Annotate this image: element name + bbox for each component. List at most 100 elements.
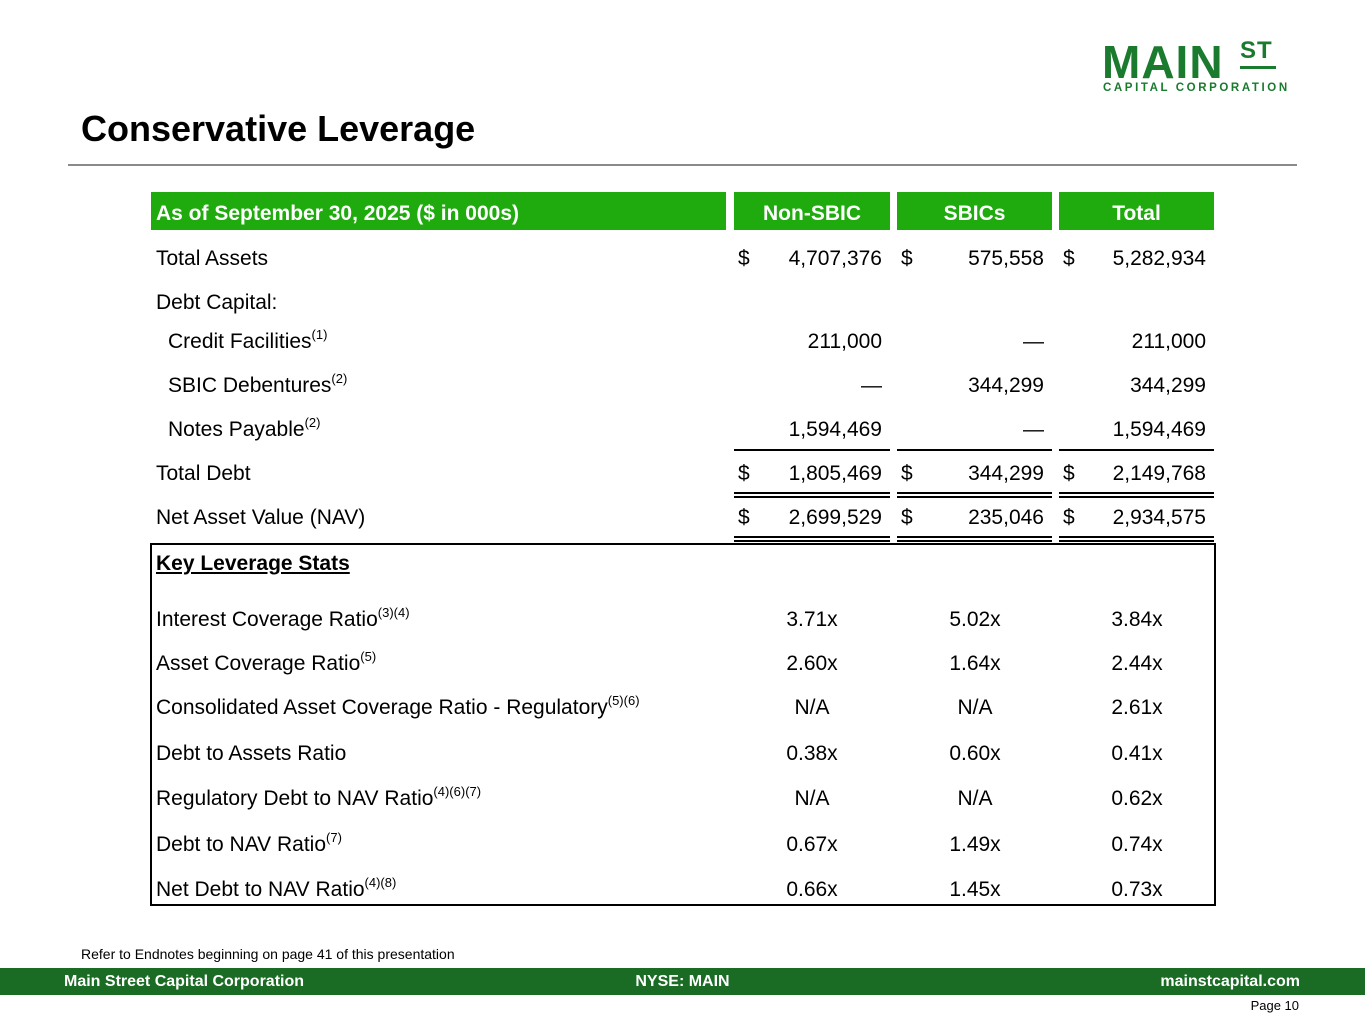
dollar-sign: $: [901, 247, 913, 270]
leverage-stats-title: Key Leverage Stats: [156, 552, 350, 575]
cell-sbics: 1.49x: [949, 833, 1001, 856]
cell-non-sbic: 0.66x: [786, 878, 838, 901]
cell-total: 0.62x: [1111, 787, 1163, 810]
table-header-sbics: SBICs: [897, 192, 1052, 230]
cell-value: 2,149,768: [1112, 462, 1206, 485]
cell-non-sbic: $ 4,707,376: [734, 244, 890, 274]
row-label: SBIC Debentures(2): [168, 371, 348, 397]
cell-total: $ 2,934,575: [1059, 503, 1214, 542]
stats-row-interest-coverage: Interest Coverage Ratio(3)(4) 3.71x 5.02…: [151, 605, 1215, 635]
cell-sbics: 5.02x: [949, 608, 1001, 631]
cell-total: 0.73x: [1111, 878, 1163, 901]
stats-row-debt-to-nav: Debt to NAV Ratio(7) 0.67x 1.49x 0.74x: [151, 830, 1215, 860]
cell-value: 211,000: [1131, 330, 1206, 353]
cell-value: 2,934,575: [1112, 506, 1206, 529]
dollar-sign: $: [738, 247, 750, 270]
dollar-sign: $: [738, 462, 750, 485]
cell-sbics: N/A: [957, 696, 993, 719]
cell-value: 344,299: [1130, 374, 1206, 397]
table-header-non-sbic: Non-SBIC: [734, 192, 890, 230]
total-double-rule: [897, 536, 1052, 542]
cell-sbics: 0.60x: [949, 742, 1001, 765]
subtotal-rule: [897, 449, 1052, 451]
footnote-ref: (7): [326, 830, 342, 845]
table-row-notes-payable: Notes Payable(2) 1,594,469 — 1,594,469: [151, 415, 1215, 451]
row-label: Total Assets: [156, 247, 269, 270]
subtotal-rule: [734, 449, 890, 451]
cell-value: —: [1023, 418, 1044, 441]
cell-value: 1,594,469: [1112, 418, 1206, 441]
row-label: Debt to NAV Ratio(7): [156, 830, 342, 856]
cell-total: 0.74x: [1111, 833, 1163, 856]
page-number: Page 10: [1250, 998, 1299, 1013]
footnote-ref: (4)(6)(7): [433, 784, 482, 799]
dollar-sign: $: [1063, 462, 1075, 485]
total-double-rule: [897, 492, 1052, 498]
cell-total: $ 5,282,934: [1059, 244, 1214, 274]
cell-total: 2.44x: [1111, 652, 1163, 675]
cell-sbics: 1.64x: [949, 652, 1001, 675]
dollar-sign: $: [901, 506, 913, 529]
cell-non-sbic: $ 2,699,529: [734, 503, 890, 542]
cell-value: —: [861, 374, 882, 397]
cell-sbics: N/A: [957, 787, 993, 810]
row-label: Net Debt to NAV Ratio(4)(8): [156, 875, 397, 901]
logo-st-text: ST: [1240, 37, 1273, 64]
footer-bar: Main Street Capital Corporation NYSE: MA…: [0, 968, 1365, 995]
table-row-credit-facilities: Credit Facilities(1) 211,000 — 211,000: [151, 327, 1215, 357]
cell-non-sbic: 0.38x: [786, 742, 838, 765]
cell-sbics: $ 235,046: [897, 503, 1052, 542]
stats-row-asset-coverage: Asset Coverage Ratio(5) 2.60x 1.64x 2.44…: [151, 649, 1215, 679]
row-label: Consolidated Asset Coverage Ratio - Regu…: [156, 693, 640, 719]
cell-value: 4,707,376: [788, 247, 882, 270]
table-row-total-debt: Total Debt $ 1,805,469 $ 344,299 $ 2,149…: [151, 459, 1215, 498]
row-label: Debt to Assets Ratio: [156, 742, 347, 765]
total-double-rule: [1059, 492, 1214, 498]
cell-non-sbic: 211,000: [734, 327, 890, 357]
stats-row-net-debt-to-nav: Net Debt to NAV Ratio(4)(8) 0.66x 1.45x …: [151, 875, 1215, 905]
dollar-sign: $: [901, 462, 913, 485]
cell-total: 344,299: [1059, 371, 1214, 401]
dollar-sign: $: [1063, 247, 1075, 270]
footer-website[interactable]: mainstcapital.com: [1160, 973, 1300, 990]
cell-sbics: —: [897, 327, 1052, 357]
cell-non-sbic: N/A: [794, 787, 830, 810]
cell-non-sbic: —: [734, 371, 890, 401]
cell-value: 344,299: [968, 462, 1044, 485]
cell-value: 211,000: [807, 330, 882, 353]
logo-main-text: MAIN: [1102, 36, 1224, 88]
cell-total: 1,594,469: [1059, 415, 1214, 451]
footnote-ref: (3)(4): [377, 605, 410, 620]
table-row-total-assets: Total Assets $ 4,707,376 $ 575,558 $ 5,2…: [151, 244, 1215, 274]
footnote-ref: (1): [311, 327, 328, 342]
row-label: Notes Payable(2): [168, 415, 321, 441]
stats-row-debt-to-assets: Debt to Assets Ratio 0.38x 0.60x 0.41x: [151, 739, 1215, 769]
cell-total: $ 2,149,768: [1059, 459, 1214, 498]
row-label: Net Asset Value (NAV): [156, 506, 366, 529]
cell-sbics: —: [897, 415, 1052, 451]
cell-value: 2,699,529: [788, 506, 882, 529]
total-double-rule: [734, 492, 890, 498]
cell-total: 2.61x: [1111, 696, 1163, 719]
total-double-rule: [1059, 536, 1214, 542]
footnote-ref: (2): [304, 415, 321, 430]
table-row-sbic-debentures: SBIC Debentures(2) — 344,299 344,299: [151, 371, 1215, 401]
row-label: Debt Capital:: [156, 291, 278, 314]
footnote-ref: (4)(8): [364, 875, 397, 890]
total-double-rule: [734, 536, 890, 542]
cell-non-sbic: $ 1,805,469: [734, 459, 890, 498]
cell-total: 211,000: [1059, 327, 1214, 357]
leverage-stats-box: [150, 543, 1216, 906]
cell-value: 235,046: [968, 506, 1044, 529]
footnote-ref: (5)(6): [607, 693, 640, 708]
cell-non-sbic: 1,594,469: [734, 415, 890, 451]
logo-subtitle: CAPITAL CORPORATION: [1103, 82, 1290, 94]
row-label: Credit Facilities(1): [168, 327, 328, 353]
cell-value: 344,299: [968, 374, 1044, 397]
cell-sbics: 344,299: [897, 371, 1052, 401]
table-header-total: Total: [1059, 192, 1214, 230]
cell-sbics: $ 344,299: [897, 459, 1052, 498]
cell-sbics: 1.45x: [949, 878, 1001, 901]
cell-value: 575,558: [968, 247, 1044, 270]
subtotal-rule: [1059, 449, 1214, 451]
